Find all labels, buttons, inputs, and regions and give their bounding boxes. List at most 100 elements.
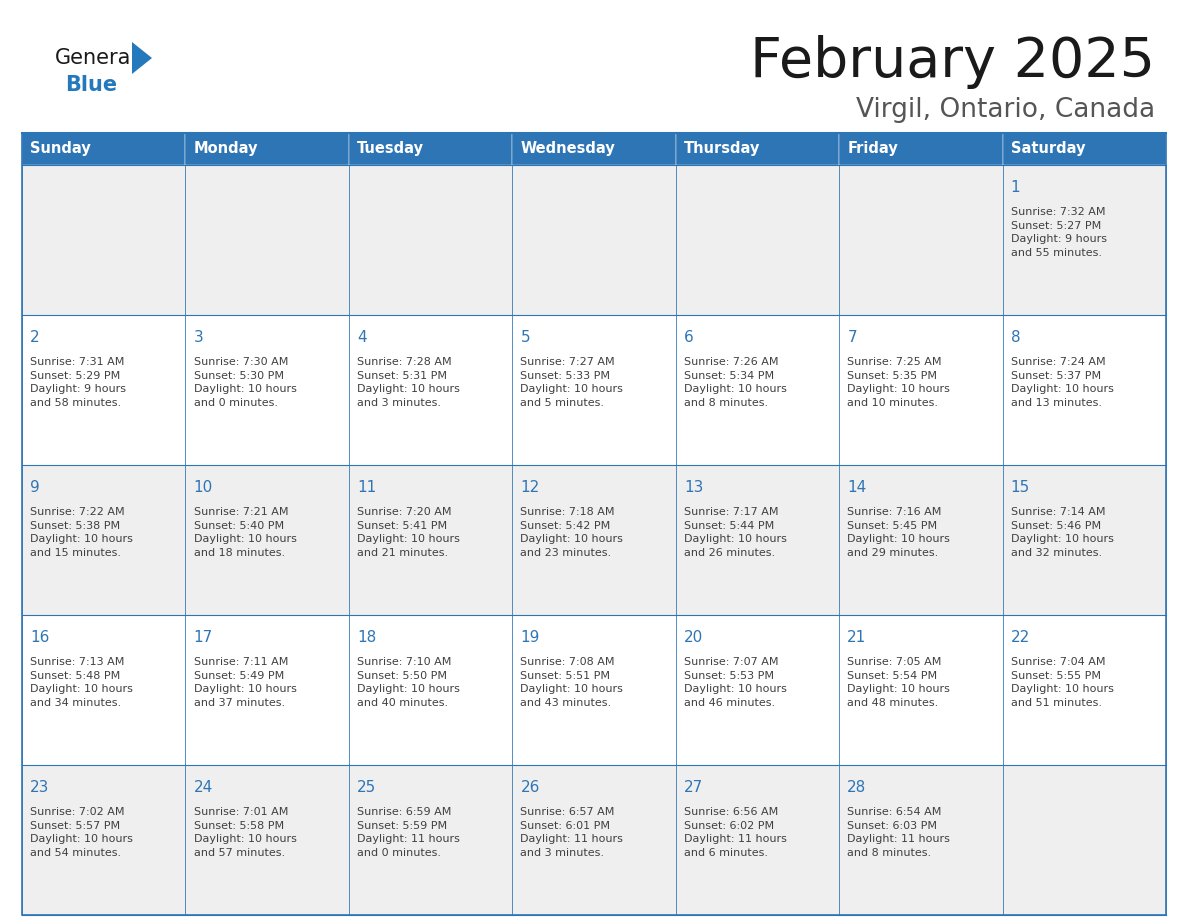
- Text: 2: 2: [30, 330, 39, 345]
- Bar: [839, 315, 1003, 465]
- Text: Sunrise: 7:26 AM
Sunset: 5:34 PM
Daylight: 10 hours
and 8 minutes.: Sunrise: 7:26 AM Sunset: 5:34 PM Dayligh…: [684, 357, 786, 408]
- Bar: [23, 133, 1165, 915]
- Text: Sunrise: 7:32 AM
Sunset: 5:27 PM
Daylight: 9 hours
and 55 minutes.: Sunrise: 7:32 AM Sunset: 5:27 PM Dayligh…: [1011, 207, 1107, 258]
- Text: 26: 26: [520, 780, 539, 795]
- Bar: [1003, 465, 1165, 615]
- Bar: [676, 133, 839, 165]
- Text: Sunrise: 7:16 AM
Sunset: 5:45 PM
Daylight: 10 hours
and 29 minutes.: Sunrise: 7:16 AM Sunset: 5:45 PM Dayligh…: [847, 507, 950, 558]
- Text: Sunrise: 6:54 AM
Sunset: 6:03 PM
Daylight: 11 hours
and 8 minutes.: Sunrise: 6:54 AM Sunset: 6:03 PM Dayligh…: [847, 807, 950, 857]
- Bar: [1003, 315, 1165, 465]
- Text: Sunrise: 7:30 AM
Sunset: 5:30 PM
Daylight: 10 hours
and 0 minutes.: Sunrise: 7:30 AM Sunset: 5:30 PM Dayligh…: [194, 357, 297, 408]
- Text: Virgil, Ontario, Canada: Virgil, Ontario, Canada: [855, 97, 1155, 123]
- Text: Blue: Blue: [65, 75, 118, 95]
- Bar: [185, 615, 349, 765]
- Text: Sunrise: 7:21 AM
Sunset: 5:40 PM
Daylight: 10 hours
and 18 minutes.: Sunrise: 7:21 AM Sunset: 5:40 PM Dayligh…: [194, 507, 297, 558]
- Text: 7: 7: [847, 330, 857, 345]
- Bar: [512, 465, 676, 615]
- Bar: [1003, 615, 1165, 765]
- Bar: [512, 765, 676, 915]
- Bar: [23, 315, 185, 465]
- Text: 16: 16: [30, 630, 50, 645]
- Text: 24: 24: [194, 780, 213, 795]
- Text: February 2025: February 2025: [750, 35, 1155, 89]
- Bar: [185, 165, 349, 315]
- Bar: [676, 465, 839, 615]
- Text: 13: 13: [684, 480, 703, 495]
- Bar: [512, 315, 676, 465]
- Bar: [185, 133, 349, 165]
- Bar: [512, 615, 676, 765]
- Text: 6: 6: [684, 330, 694, 345]
- Text: Tuesday: Tuesday: [358, 141, 424, 156]
- Text: Sunrise: 7:11 AM
Sunset: 5:49 PM
Daylight: 10 hours
and 37 minutes.: Sunrise: 7:11 AM Sunset: 5:49 PM Dayligh…: [194, 657, 297, 708]
- Text: Sunrise: 7:17 AM
Sunset: 5:44 PM
Daylight: 10 hours
and 26 minutes.: Sunrise: 7:17 AM Sunset: 5:44 PM Dayligh…: [684, 507, 786, 558]
- Text: Sunrise: 7:07 AM
Sunset: 5:53 PM
Daylight: 10 hours
and 46 minutes.: Sunrise: 7:07 AM Sunset: 5:53 PM Dayligh…: [684, 657, 786, 708]
- Polygon shape: [132, 42, 152, 74]
- Text: 9: 9: [30, 480, 40, 495]
- Bar: [349, 615, 512, 765]
- Text: Sunrise: 6:56 AM
Sunset: 6:02 PM
Daylight: 11 hours
and 6 minutes.: Sunrise: 6:56 AM Sunset: 6:02 PM Dayligh…: [684, 807, 786, 857]
- Text: 25: 25: [358, 780, 377, 795]
- Text: 14: 14: [847, 480, 866, 495]
- Bar: [839, 765, 1003, 915]
- Bar: [512, 133, 676, 165]
- Bar: [676, 765, 839, 915]
- Text: 20: 20: [684, 630, 703, 645]
- Text: Sunrise: 7:02 AM
Sunset: 5:57 PM
Daylight: 10 hours
and 54 minutes.: Sunrise: 7:02 AM Sunset: 5:57 PM Dayligh…: [30, 807, 133, 857]
- Text: Sunrise: 7:18 AM
Sunset: 5:42 PM
Daylight: 10 hours
and 23 minutes.: Sunrise: 7:18 AM Sunset: 5:42 PM Dayligh…: [520, 507, 624, 558]
- Bar: [676, 315, 839, 465]
- Bar: [839, 615, 1003, 765]
- Text: Sunrise: 7:04 AM
Sunset: 5:55 PM
Daylight: 10 hours
and 51 minutes.: Sunrise: 7:04 AM Sunset: 5:55 PM Dayligh…: [1011, 657, 1113, 708]
- Text: Saturday: Saturday: [1011, 141, 1086, 156]
- Text: 5: 5: [520, 330, 530, 345]
- Text: Monday: Monday: [194, 141, 258, 156]
- Text: Sunrise: 7:08 AM
Sunset: 5:51 PM
Daylight: 10 hours
and 43 minutes.: Sunrise: 7:08 AM Sunset: 5:51 PM Dayligh…: [520, 657, 624, 708]
- Bar: [185, 465, 349, 615]
- Text: Sunrise: 6:59 AM
Sunset: 5:59 PM
Daylight: 11 hours
and 0 minutes.: Sunrise: 6:59 AM Sunset: 5:59 PM Dayligh…: [358, 807, 460, 857]
- Text: Sunrise: 7:31 AM
Sunset: 5:29 PM
Daylight: 9 hours
and 58 minutes.: Sunrise: 7:31 AM Sunset: 5:29 PM Dayligh…: [30, 357, 126, 408]
- Bar: [23, 133, 185, 165]
- Text: 22: 22: [1011, 630, 1030, 645]
- Text: 27: 27: [684, 780, 703, 795]
- Bar: [23, 465, 185, 615]
- Text: 23: 23: [30, 780, 50, 795]
- Text: Sunrise: 7:25 AM
Sunset: 5:35 PM
Daylight: 10 hours
and 10 minutes.: Sunrise: 7:25 AM Sunset: 5:35 PM Dayligh…: [847, 357, 950, 408]
- Bar: [1003, 133, 1165, 165]
- Text: Thursday: Thursday: [684, 141, 760, 156]
- Text: 17: 17: [194, 630, 213, 645]
- Text: Sunrise: 7:01 AM
Sunset: 5:58 PM
Daylight: 10 hours
and 57 minutes.: Sunrise: 7:01 AM Sunset: 5:58 PM Dayligh…: [194, 807, 297, 857]
- Bar: [1003, 165, 1165, 315]
- Text: 28: 28: [847, 780, 866, 795]
- Bar: [23, 615, 185, 765]
- Text: 21: 21: [847, 630, 866, 645]
- Text: 18: 18: [358, 630, 377, 645]
- Bar: [349, 765, 512, 915]
- Bar: [512, 165, 676, 315]
- Bar: [349, 133, 512, 165]
- Text: 8: 8: [1011, 330, 1020, 345]
- Text: 3: 3: [194, 330, 203, 345]
- Bar: [839, 133, 1003, 165]
- Bar: [676, 165, 839, 315]
- Text: General: General: [55, 48, 138, 68]
- Bar: [185, 315, 349, 465]
- Bar: [23, 765, 185, 915]
- Bar: [23, 165, 185, 315]
- Text: Wednesday: Wednesday: [520, 141, 615, 156]
- Text: Sunrise: 7:05 AM
Sunset: 5:54 PM
Daylight: 10 hours
and 48 minutes.: Sunrise: 7:05 AM Sunset: 5:54 PM Dayligh…: [847, 657, 950, 708]
- Bar: [839, 465, 1003, 615]
- Text: Sunrise: 7:22 AM
Sunset: 5:38 PM
Daylight: 10 hours
and 15 minutes.: Sunrise: 7:22 AM Sunset: 5:38 PM Dayligh…: [30, 507, 133, 558]
- Text: 15: 15: [1011, 480, 1030, 495]
- Bar: [185, 765, 349, 915]
- Text: Sunrise: 7:13 AM
Sunset: 5:48 PM
Daylight: 10 hours
and 34 minutes.: Sunrise: 7:13 AM Sunset: 5:48 PM Dayligh…: [30, 657, 133, 708]
- Text: Sunrise: 7:10 AM
Sunset: 5:50 PM
Daylight: 10 hours
and 40 minutes.: Sunrise: 7:10 AM Sunset: 5:50 PM Dayligh…: [358, 657, 460, 708]
- Text: Sunrise: 7:14 AM
Sunset: 5:46 PM
Daylight: 10 hours
and 32 minutes.: Sunrise: 7:14 AM Sunset: 5:46 PM Dayligh…: [1011, 507, 1113, 558]
- Bar: [676, 615, 839, 765]
- Text: Sunrise: 7:20 AM
Sunset: 5:41 PM
Daylight: 10 hours
and 21 minutes.: Sunrise: 7:20 AM Sunset: 5:41 PM Dayligh…: [358, 507, 460, 558]
- Text: Friday: Friday: [847, 141, 898, 156]
- Bar: [1003, 765, 1165, 915]
- Text: 4: 4: [358, 330, 367, 345]
- Text: 12: 12: [520, 480, 539, 495]
- Text: Sunrise: 6:57 AM
Sunset: 6:01 PM
Daylight: 11 hours
and 3 minutes.: Sunrise: 6:57 AM Sunset: 6:01 PM Dayligh…: [520, 807, 624, 857]
- Text: Sunrise: 7:24 AM
Sunset: 5:37 PM
Daylight: 10 hours
and 13 minutes.: Sunrise: 7:24 AM Sunset: 5:37 PM Dayligh…: [1011, 357, 1113, 408]
